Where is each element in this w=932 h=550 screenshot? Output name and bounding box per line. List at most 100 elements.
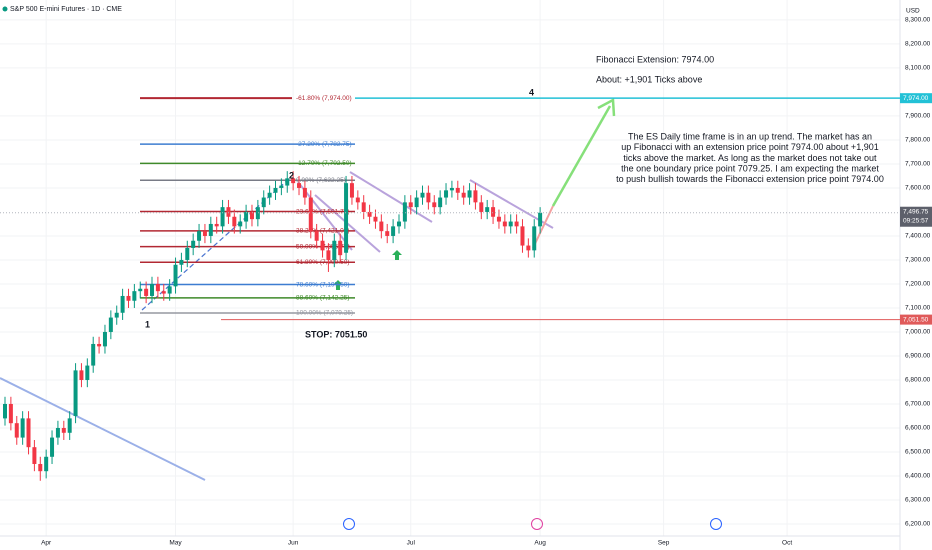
candle-body (355, 197, 360, 203)
x-tick-label: Jun (288, 540, 299, 547)
candle-body (114, 312, 119, 318)
candle-body (526, 245, 531, 251)
annotation: Fibonacci Extension: 7974.00 (596, 54, 714, 64)
last-price-label: 7,496.75 (903, 208, 929, 215)
symbol-title: S&P 500 E-mini Futures · 1D · CME (10, 6, 122, 13)
event-icon[interactable] (343, 518, 355, 530)
candle-body (120, 295, 125, 313)
candle-body (273, 187, 278, 193)
candle-body (97, 343, 102, 347)
x-tick-label: Oct (782, 540, 792, 547)
y-tick-label: 8,100.00 (905, 65, 931, 72)
candle-body (138, 288, 143, 292)
candle-body (449, 187, 454, 191)
candle-body (426, 192, 431, 203)
candle-body (396, 221, 401, 227)
candle-body (255, 207, 260, 220)
candle-body (102, 331, 107, 347)
wave-label: 1 (145, 319, 150, 329)
candle-body (314, 231, 319, 241)
fib-label: -61.80% (7,974.00) (296, 95, 352, 102)
candle-body (144, 288, 149, 296)
candle-body (44, 456, 49, 472)
trend-line (297, 181, 353, 251)
fib-label: 61.80% (7,290.50) (296, 259, 349, 266)
candle-body (385, 231, 390, 236)
fib-label: 38.20% (7,421.00) (296, 228, 349, 235)
candle-body (32, 447, 37, 464)
candle-body (8, 403, 13, 424)
candle-body (202, 231, 207, 236)
last-price-box (900, 206, 932, 227)
candle-body (85, 365, 90, 380)
candle-body (379, 221, 384, 232)
candle-body (467, 190, 472, 198)
candle-body (261, 197, 266, 208)
candle-body (391, 226, 396, 236)
candle-body (485, 207, 490, 212)
candle-body (108, 317, 113, 332)
candle-body (285, 178, 290, 186)
candle-body (179, 259, 184, 265)
candle-body (126, 295, 131, 301)
candle-body (326, 250, 331, 260)
x-tick-label: May (169, 540, 182, 547)
candle-body (26, 418, 31, 448)
candle-body (432, 202, 437, 208)
y-tick-label: 6,900.00 (905, 353, 931, 360)
candle-body (2, 403, 7, 419)
candle-body (373, 216, 378, 222)
fib-label: 88.60% (7,142.25) (296, 295, 349, 302)
candle-body (444, 190, 449, 198)
candle-body (291, 178, 296, 184)
candle-body (514, 221, 519, 227)
wave-label: 4 (529, 87, 534, 97)
candle-body (150, 283, 155, 296)
candle-body (367, 211, 372, 217)
candle-body (320, 240, 325, 251)
candle-body (238, 221, 243, 227)
note-line: to push bullish towards the Fibonacci ex… (616, 174, 884, 184)
trend-line (0, 377, 206, 481)
candle-body (155, 283, 160, 292)
candle-body (244, 211, 249, 222)
candle-body (479, 202, 484, 212)
y-tick-label: 7,400.00 (905, 233, 931, 240)
y-tick-label: 6,300.00 (905, 497, 931, 504)
trend-line (141, 177, 291, 311)
candle-body (173, 264, 178, 287)
x-tick-label: Sep (658, 540, 670, 547)
candle-body (361, 202, 366, 212)
candle-body (191, 240, 196, 248)
y-tick-label: 7,800.00 (905, 137, 931, 144)
candle-body (226, 207, 231, 217)
candle-body (267, 192, 272, 198)
candle-body (297, 183, 302, 188)
y-tick-label: 8,200.00 (905, 41, 931, 48)
y-tick-label: 7,200.00 (905, 281, 931, 288)
candle-body (50, 437, 55, 457)
up-arrow-icon (392, 250, 402, 260)
candle-body (208, 223, 213, 236)
candle-body (185, 247, 190, 260)
candle-body (308, 197, 313, 232)
y-tick-label: 6,800.00 (905, 377, 931, 384)
candle-body (508, 221, 513, 227)
stop-price-label: 7,051.50 (903, 316, 929, 323)
candle-body (414, 197, 419, 208)
status-dot (2, 6, 8, 12)
event-icon[interactable] (531, 518, 543, 530)
candle-body (332, 240, 337, 260)
event-icon[interactable] (710, 518, 722, 530)
candle-body (496, 216, 501, 222)
target-price-label: 7,974.00 (903, 95, 929, 102)
candle-body (349, 183, 354, 198)
candle-body (344, 183, 349, 253)
fib-label: -27.20% (7,782.75) (296, 141, 352, 148)
projection-arrow (551, 105, 612, 207)
candle-body (491, 207, 496, 217)
trend-line (349, 171, 433, 223)
fib-label: -12.70% (7,702.50) (296, 160, 352, 167)
